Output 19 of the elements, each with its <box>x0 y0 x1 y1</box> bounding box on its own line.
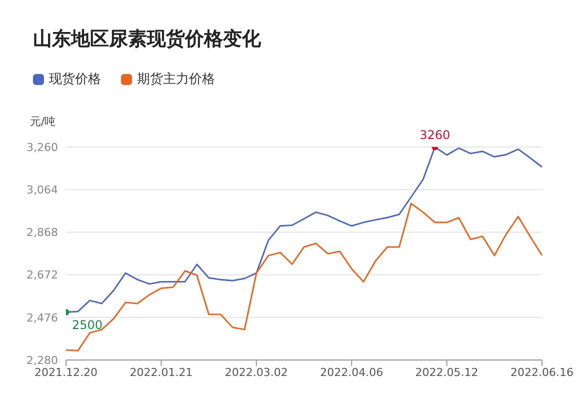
data-label: 2500 <box>72 318 103 332</box>
y-tick-label: 2,476 <box>26 311 58 324</box>
legend-label: 期货主力价格 <box>137 71 215 88</box>
line-series <box>66 202 542 352</box>
y-axis-title: 元/吨 <box>30 114 56 129</box>
x-tick-label: 2022.04.06 <box>320 366 384 379</box>
y-tick-label: 2,280 <box>26 354 58 367</box>
y-tick-label: 2,672 <box>26 268 58 282</box>
y-tick-label: 2,868 <box>26 226 58 240</box>
legend-label: 现货价格 <box>49 71 101 88</box>
y-tick-label: 3,064 <box>26 184 58 197</box>
y-tick-label: 3,260 <box>26 140 58 154</box>
x-tick-label: 2022.01.21 <box>130 366 193 379</box>
chart-title: 山东地区尿素现货价格变化 <box>33 27 261 52</box>
x-tick-label: 2022.06.16 <box>510 366 574 379</box>
x-tick-label: 2022.05.12 <box>415 366 478 379</box>
x-tick-label: 2022.03.02 <box>224 366 288 379</box>
data-label: 3260 <box>420 128 450 142</box>
x-tick-label: 2021.12.20 <box>34 366 98 379</box>
